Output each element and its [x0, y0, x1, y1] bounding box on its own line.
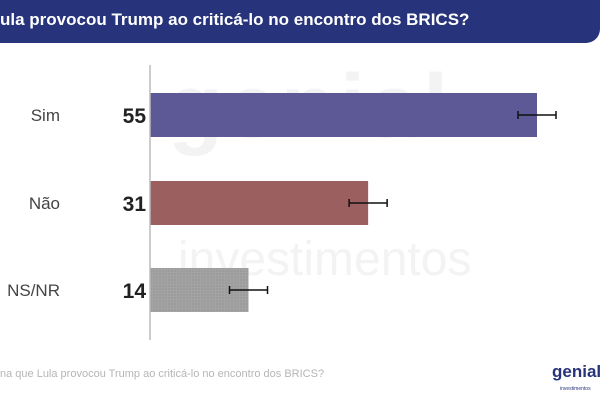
chart-title: ula provocou Trump ao criticá-lo no enco… [0, 10, 470, 29]
genial-logo: genial [552, 362, 600, 381]
value-label: 14 [123, 280, 147, 303]
category-label: NS/NR [7, 281, 60, 300]
category-label: Sim [31, 106, 60, 125]
category-label: Não [29, 194, 60, 213]
value-label: 55 [123, 105, 147, 128]
value-label: 31 [123, 193, 147, 216]
bar-sim [150, 93, 537, 137]
bar-não [150, 181, 369, 225]
footer-question: na que Lula provocou Trump ao criticá-lo… [0, 368, 325, 380]
title-banner: ula provocou Trump ao criticá-lo no enco… [0, 0, 600, 43]
genial-logo-sub: investimentos [560, 386, 591, 392]
